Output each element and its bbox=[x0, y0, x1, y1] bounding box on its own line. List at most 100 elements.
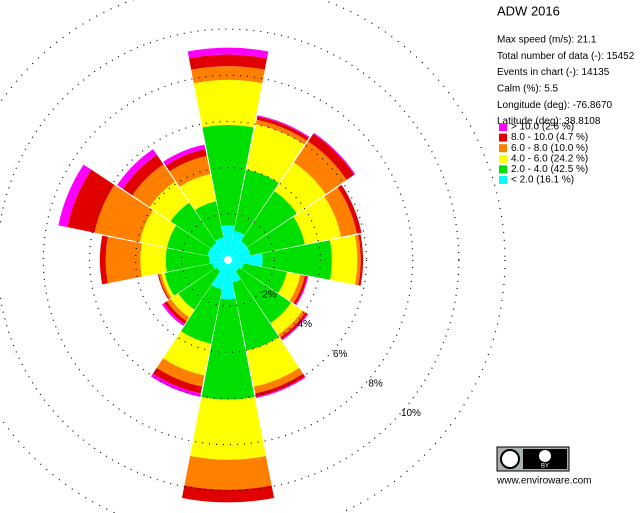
ring-label: 8% bbox=[368, 378, 383, 389]
rose-segment bbox=[240, 191, 297, 248]
rose-segment bbox=[212, 260, 228, 269]
grid-line bbox=[135, 167, 321, 353]
rose-segment bbox=[247, 216, 305, 256]
rose-segment bbox=[215, 237, 228, 260]
legend-label: 8.0 - 10.0 (4.7 %) bbox=[511, 132, 588, 143]
credit-url: www.enviroware.com bbox=[496, 476, 591, 487]
info-line: Longitude (deg): -76.8670 bbox=[497, 100, 613, 111]
legend-label: 2.0 - 4.0 (42.5 %) bbox=[511, 164, 588, 175]
rose-segment bbox=[178, 267, 221, 310]
legend-swatch bbox=[499, 176, 507, 184]
rose-segment bbox=[207, 248, 228, 260]
rose-segment bbox=[180, 285, 222, 344]
rose-segment bbox=[184, 456, 272, 490]
rose-segment bbox=[278, 310, 306, 338]
rose-segment bbox=[58, 164, 92, 228]
rose-segment bbox=[324, 187, 357, 237]
rose-segment bbox=[228, 260, 240, 272]
rose-segment bbox=[149, 181, 190, 222]
rose-segment bbox=[94, 184, 153, 242]
rose-segment bbox=[202, 124, 254, 227]
rose-segment bbox=[132, 164, 176, 208]
rose-segment bbox=[337, 184, 362, 234]
cc-icon bbox=[500, 449, 520, 469]
rose-segment bbox=[165, 149, 207, 172]
info-line: Calm (%): 5.5 bbox=[497, 84, 559, 95]
rose-segment bbox=[179, 174, 216, 210]
rose-segment bbox=[228, 247, 251, 260]
chart-title: ADW 2016 bbox=[497, 3, 560, 18]
rose-segment bbox=[187, 47, 269, 59]
grid-line bbox=[0, 0, 506, 513]
rose-segment bbox=[140, 243, 167, 277]
info-line: Total number of data (-): 15452 bbox=[497, 51, 635, 62]
rose-segment bbox=[253, 367, 304, 394]
grid-line bbox=[88, 120, 368, 400]
info-line: Max speed (m/s): 21.1 bbox=[497, 35, 597, 46]
rose-segment bbox=[329, 235, 358, 285]
rose-segment bbox=[152, 367, 203, 394]
badge-label: BY bbox=[541, 464, 549, 470]
rose-segment bbox=[99, 235, 108, 285]
legend-label: 6.0 - 8.0 (10.0 %) bbox=[511, 143, 588, 154]
rose-segment bbox=[293, 196, 342, 245]
rose-segment bbox=[122, 154, 164, 196]
rose-segment bbox=[235, 267, 292, 324]
legend-swatch bbox=[499, 165, 507, 174]
rose-segment bbox=[293, 141, 347, 195]
rose-segment bbox=[156, 358, 205, 387]
rose-segment bbox=[358, 234, 364, 286]
grid-line bbox=[181, 213, 275, 307]
rose-segment bbox=[216, 260, 228, 272]
rose-segment bbox=[162, 303, 185, 326]
rose-segment bbox=[256, 116, 309, 141]
rose-segment bbox=[105, 236, 142, 284]
by-icon bbox=[539, 450, 551, 462]
rose-segment bbox=[170, 202, 217, 249]
rose-segment bbox=[274, 162, 326, 214]
rose-segment bbox=[228, 253, 263, 267]
info-line: Latitude (deg): 38.8108 bbox=[497, 116, 601, 127]
rose-segment bbox=[228, 260, 241, 283]
legend-label: > 10.0 (2.6 %) bbox=[511, 122, 574, 133]
rose-segment bbox=[270, 302, 303, 335]
rose-segment bbox=[163, 301, 187, 325]
rose-segment bbox=[246, 337, 300, 387]
rose-segment bbox=[278, 272, 301, 301]
rose-segment bbox=[163, 144, 206, 166]
ring-label: 6% bbox=[333, 349, 348, 360]
rose-segment bbox=[234, 169, 279, 235]
legend-label: 4.0 - 6.0 (24.2 %) bbox=[511, 153, 588, 164]
rose-segment bbox=[228, 240, 248, 260]
legend-swatch bbox=[499, 133, 507, 142]
rose-segment bbox=[228, 260, 244, 269]
rose-segment bbox=[261, 240, 332, 280]
rose-segment bbox=[67, 169, 115, 233]
rose-segment bbox=[191, 66, 265, 84]
info-line: Events in chart (-): 14135 bbox=[497, 67, 610, 78]
legend-label: < 2.0 (16.1 %) bbox=[511, 175, 574, 186]
rose-segment bbox=[151, 373, 201, 397]
rose-segment bbox=[163, 331, 211, 376]
rose-segment bbox=[220, 260, 236, 300]
rose-segment bbox=[209, 256, 228, 264]
rose-segment bbox=[246, 124, 305, 183]
rose-segment bbox=[280, 312, 308, 340]
grid-line bbox=[42, 74, 414, 446]
rose-segment bbox=[289, 274, 305, 304]
rose-segment bbox=[165, 248, 210, 272]
rose-segment bbox=[210, 242, 228, 260]
rose-segment bbox=[139, 210, 176, 248]
rose-segment bbox=[241, 263, 287, 294]
ring-label: 10% bbox=[401, 408, 421, 419]
rose-segment bbox=[293, 275, 308, 305]
rose-segment bbox=[257, 115, 310, 138]
rose-segment bbox=[190, 397, 266, 460]
rose-segment bbox=[228, 230, 245, 260]
rose-segment bbox=[161, 272, 175, 298]
legend-swatch bbox=[499, 144, 507, 153]
legend-swatch bbox=[499, 123, 507, 131]
rose-segment bbox=[232, 279, 279, 351]
rose-segment bbox=[201, 298, 255, 400]
rose-segment bbox=[221, 225, 235, 260]
